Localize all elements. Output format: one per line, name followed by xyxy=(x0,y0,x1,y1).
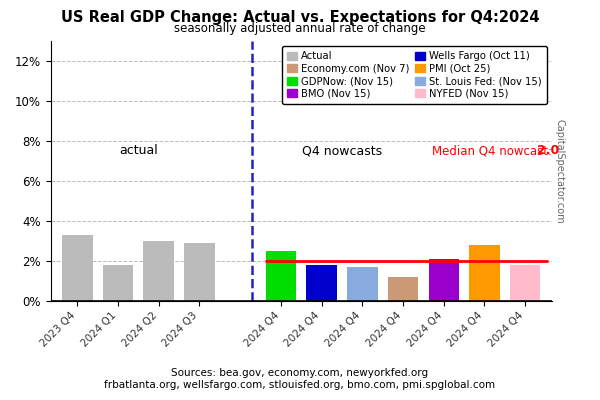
Text: actual: actual xyxy=(119,144,158,157)
Bar xyxy=(469,245,500,301)
Bar xyxy=(62,235,92,301)
Text: CapitalSpectator.com: CapitalSpectator.com xyxy=(554,118,564,223)
Bar xyxy=(510,265,541,301)
Bar xyxy=(428,259,459,301)
Text: Sources: bea.gov, economy.com, newyorkfed.org
frbatlanta.org, wellsfargo.com, st: Sources: bea.gov, economy.com, newyorkfe… xyxy=(104,368,496,390)
Text: Q4 nowcasts: Q4 nowcasts xyxy=(302,144,382,157)
Bar xyxy=(103,265,133,301)
Bar xyxy=(266,251,296,301)
Bar xyxy=(347,267,377,301)
Bar xyxy=(388,277,418,301)
Bar xyxy=(143,241,174,301)
Bar xyxy=(184,243,215,301)
Bar xyxy=(307,265,337,301)
Text: seasonally adjusted annual rate of change: seasonally adjusted annual rate of chang… xyxy=(174,22,426,35)
Text: Median Q4 nowcast:: Median Q4 nowcast: xyxy=(431,144,551,157)
Text: US Real GDP Change: Actual vs. Expectations for Q4:2024: US Real GDP Change: Actual vs. Expectati… xyxy=(61,10,539,25)
Legend: Actual, Economy.com (Nov 7), GDPNow: (Nov 15), BMO (Nov 15), Wells Fargo (Oct 11: Actual, Economy.com (Nov 7), GDPNow: (No… xyxy=(281,46,547,104)
Text: 2.0: 2.0 xyxy=(538,144,560,157)
